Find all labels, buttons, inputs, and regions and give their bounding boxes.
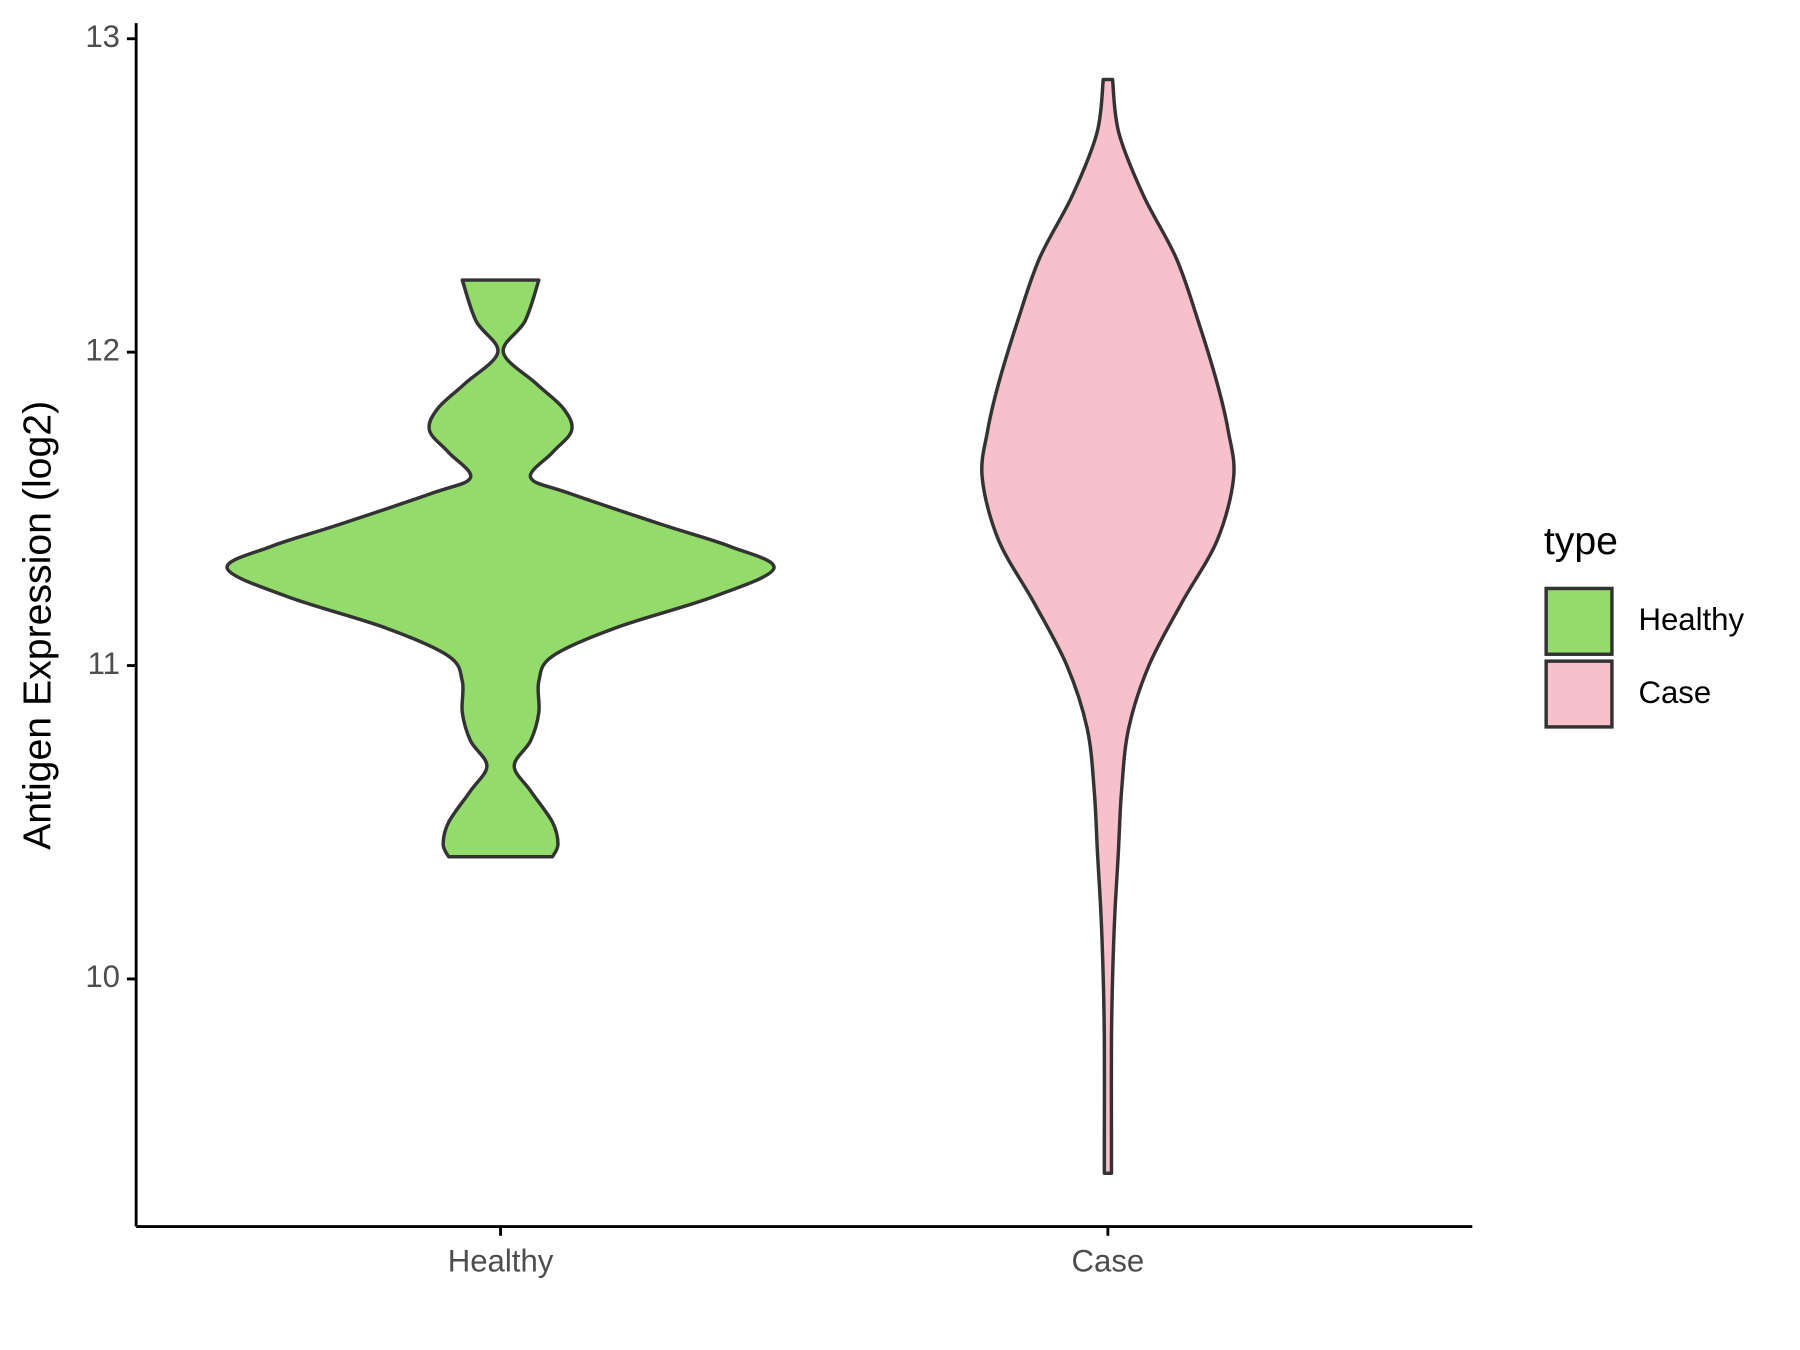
x-tick-label: Case (1072, 1244, 1145, 1279)
y-tick-label: 11 (88, 646, 120, 681)
legend-key (1544, 659, 1614, 729)
legend-title: type (1544, 519, 1618, 563)
legend-label: Case (1638, 675, 1711, 710)
x-tick-label: Healthy (448, 1244, 554, 1279)
y-tick-label: 10 (85, 959, 120, 994)
y-tick-label: 13 (85, 19, 120, 54)
legend-label: Healthy (1638, 602, 1744, 637)
violin (980, 77, 1236, 1175)
legend-key (1544, 586, 1614, 656)
violin (225, 278, 776, 859)
y-axis-label: Antigen Expression (log2) (16, 401, 60, 850)
y-tick-label: 12 (85, 332, 120, 367)
